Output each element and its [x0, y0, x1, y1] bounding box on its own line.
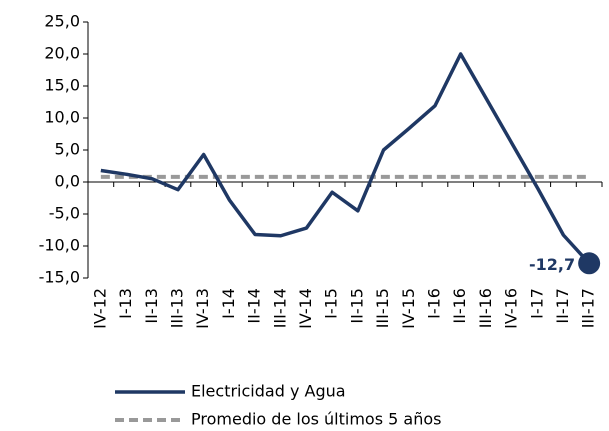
series-line: [100, 52, 591, 265]
y-tick-label: 15,0: [44, 76, 80, 95]
x-tick-label: II-16: [450, 288, 469, 324]
y-tick-label: 5,0: [55, 140, 80, 159]
x-tick-label: I-14: [219, 288, 238, 319]
x-tick-label: III-17: [579, 288, 598, 328]
x-tick-label: III-15: [373, 288, 392, 328]
y-tick-label: -5,0: [49, 204, 80, 223]
x-tick-label: I-17: [527, 288, 546, 319]
data-label: -12,7: [529, 255, 575, 274]
y-tick-label: -10,0: [39, 236, 80, 255]
x-tick-label: II-15: [347, 288, 366, 324]
x-tick-label: III-14: [270, 288, 289, 328]
y-tick-label: 20,0: [44, 44, 80, 63]
x-tick-label: IV-12: [90, 288, 109, 329]
x-tick-label: II-17: [553, 288, 572, 324]
y-tick-label: 25,0: [44, 12, 80, 31]
x-tick-label: I-13: [116, 288, 135, 319]
x-tick-label: III-13: [167, 288, 186, 328]
y-tick-label: 10,0: [44, 108, 80, 127]
end-marker: [578, 252, 601, 275]
x-tick-label: I-16: [424, 288, 443, 319]
x-tick-label: IV-14: [296, 288, 315, 329]
x-tick-label: IV-13: [193, 288, 212, 329]
y-tick-label: 0,0: [55, 172, 80, 191]
x-tick-label: III-16: [476, 288, 495, 328]
x-tick-label: II-14: [245, 288, 264, 324]
x-tick-label: I-15: [322, 288, 341, 319]
legend-label: Electricidad y Agua: [191, 382, 346, 401]
x-tick-label: II-13: [142, 288, 161, 324]
legend-label: Promedio de los últimos 5 años: [191, 410, 441, 429]
x-tick-label: IV-16: [502, 288, 521, 329]
x-tick-label: IV-15: [399, 288, 418, 329]
y-tick-label: -15,0: [39, 268, 80, 287]
